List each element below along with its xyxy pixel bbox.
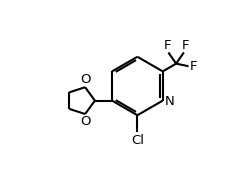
Text: Cl: Cl [131, 134, 144, 147]
Text: O: O [81, 73, 91, 86]
Text: F: F [182, 39, 189, 52]
Text: O: O [81, 115, 91, 128]
Text: F: F [190, 60, 197, 73]
Text: N: N [165, 95, 175, 108]
Text: F: F [163, 39, 171, 52]
